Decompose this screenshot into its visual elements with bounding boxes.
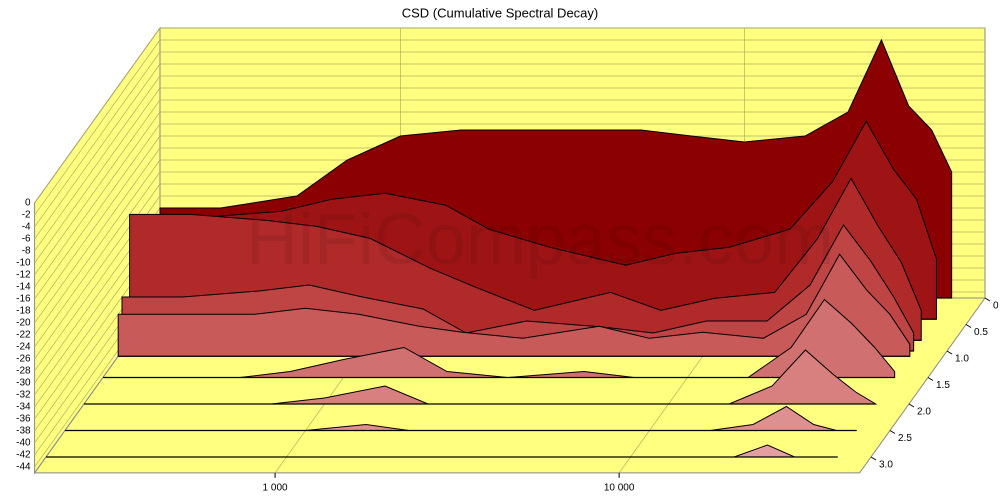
grid-line <box>34 75 161 252</box>
chart-title: CSD (Cumulative Spectral Decay) <box>402 5 599 20</box>
decay-slice <box>117 253 911 357</box>
y-tick-label: -6 <box>22 234 31 245</box>
y-tick-label: -42 <box>16 450 31 461</box>
y-tick-label: -18 <box>16 306 31 317</box>
grid-line <box>34 87 161 264</box>
z-tick-label: 2.0 <box>917 407 931 418</box>
grid-line <box>34 183 161 360</box>
y-tick-label: 0 <box>25 198 31 209</box>
x-tick-label: 10 000 <box>604 483 635 494</box>
z-tick <box>927 377 934 381</box>
watermark: HiFiCompass.com <box>246 200 834 280</box>
y-tick-label: -20 <box>16 318 31 329</box>
z-tick <box>946 350 953 355</box>
grid-line <box>34 27 161 204</box>
z-tick <box>908 403 915 408</box>
y-tick-label: -40 <box>16 438 31 449</box>
y-tick-label: -28 <box>16 366 31 377</box>
grid-line <box>34 51 161 228</box>
z-tick <box>870 456 877 461</box>
y-tick-label: -16 <box>16 294 31 305</box>
z-tick-label: 1.5 <box>936 380 950 391</box>
z-tick <box>965 324 972 328</box>
grid-line <box>34 39 161 216</box>
y-tick-label: -2 <box>22 210 31 221</box>
z-tick-label: 0 <box>993 301 999 312</box>
y-tick-label: -44 <box>16 462 31 473</box>
grid-line <box>34 111 161 288</box>
z-tick-label: 1.0 <box>955 354 969 365</box>
y-tick-label: -32 <box>16 390 31 401</box>
y-tick-label: -26 <box>16 354 31 365</box>
y-tick-label: -30 <box>16 378 31 389</box>
z-tick <box>889 430 896 434</box>
y-tick-label: -38 <box>16 426 31 437</box>
y-tick-label: -10 <box>16 258 31 269</box>
y-tick-label: -34 <box>16 402 31 413</box>
y-tick-label: -4 <box>22 222 31 233</box>
grid-line <box>34 135 161 312</box>
grid-line <box>34 147 161 324</box>
z-tick <box>984 297 991 302</box>
slices <box>46 38 953 458</box>
y-tick-label: -24 <box>16 342 31 353</box>
grid-line <box>34 123 161 300</box>
grid-line <box>34 159 161 336</box>
z-tick-label: 2.5 <box>898 433 912 444</box>
y-tick-label: -8 <box>22 246 31 257</box>
z-tick-label: 3.0 <box>879 460 893 471</box>
z-tick-label: 0.5 <box>974 327 988 338</box>
x-tick-label: 1 000 <box>263 483 288 494</box>
grid-line <box>34 171 161 348</box>
grid-line <box>34 99 161 276</box>
y-tick-label: -12 <box>16 270 31 281</box>
y-tick-label: -14 <box>16 282 31 293</box>
grid-line <box>34 63 161 240</box>
y-tick-label: -36 <box>16 414 31 425</box>
y-tick-label: -22 <box>16 330 31 341</box>
